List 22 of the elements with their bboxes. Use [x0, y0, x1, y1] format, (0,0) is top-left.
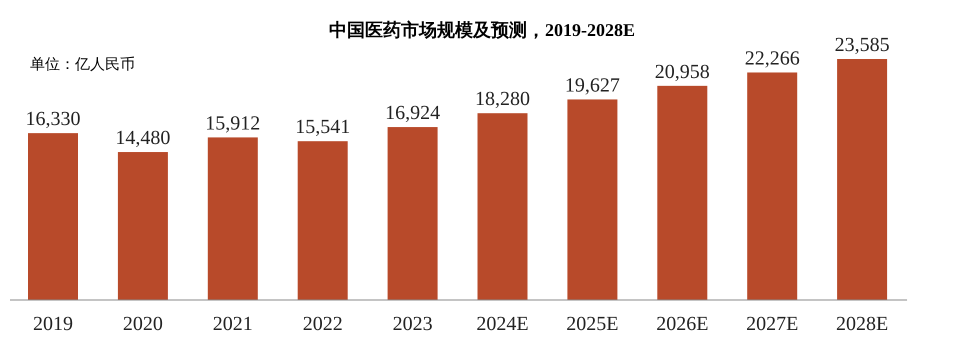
x-tick: 2028E	[836, 313, 888, 335]
x-tick: 2021	[212, 313, 253, 335]
x-tick: 2020	[122, 313, 163, 335]
data-label: 18,280	[475, 88, 530, 110]
x-tick: 2025E	[566, 313, 618, 335]
data-label: 14,480	[115, 127, 170, 150]
annotation: 单位：亿人民币	[30, 57, 135, 73]
x-tick: 2024E	[476, 313, 529, 335]
data-label: 15,541	[295, 116, 350, 138]
x-tick: 2027E	[746, 313, 798, 335]
data-label: 16,924	[385, 102, 440, 124]
data-label: 23,585	[834, 34, 890, 56]
data-label: 15,912	[205, 112, 260, 134]
data-label: 20,958	[654, 60, 710, 83]
x-tick: 2023	[392, 313, 433, 335]
data-label: 16,330	[26, 108, 80, 130]
x-tick: 2022	[302, 313, 343, 335]
data-label: 22,266	[744, 47, 800, 70]
x-tick: 2026E	[656, 313, 708, 335]
data-label: 19,627	[564, 74, 620, 96]
x-tick: 2019	[33, 313, 73, 335]
title: 中国医药市场规模及预测，2019-2028E	[329, 20, 635, 40]
